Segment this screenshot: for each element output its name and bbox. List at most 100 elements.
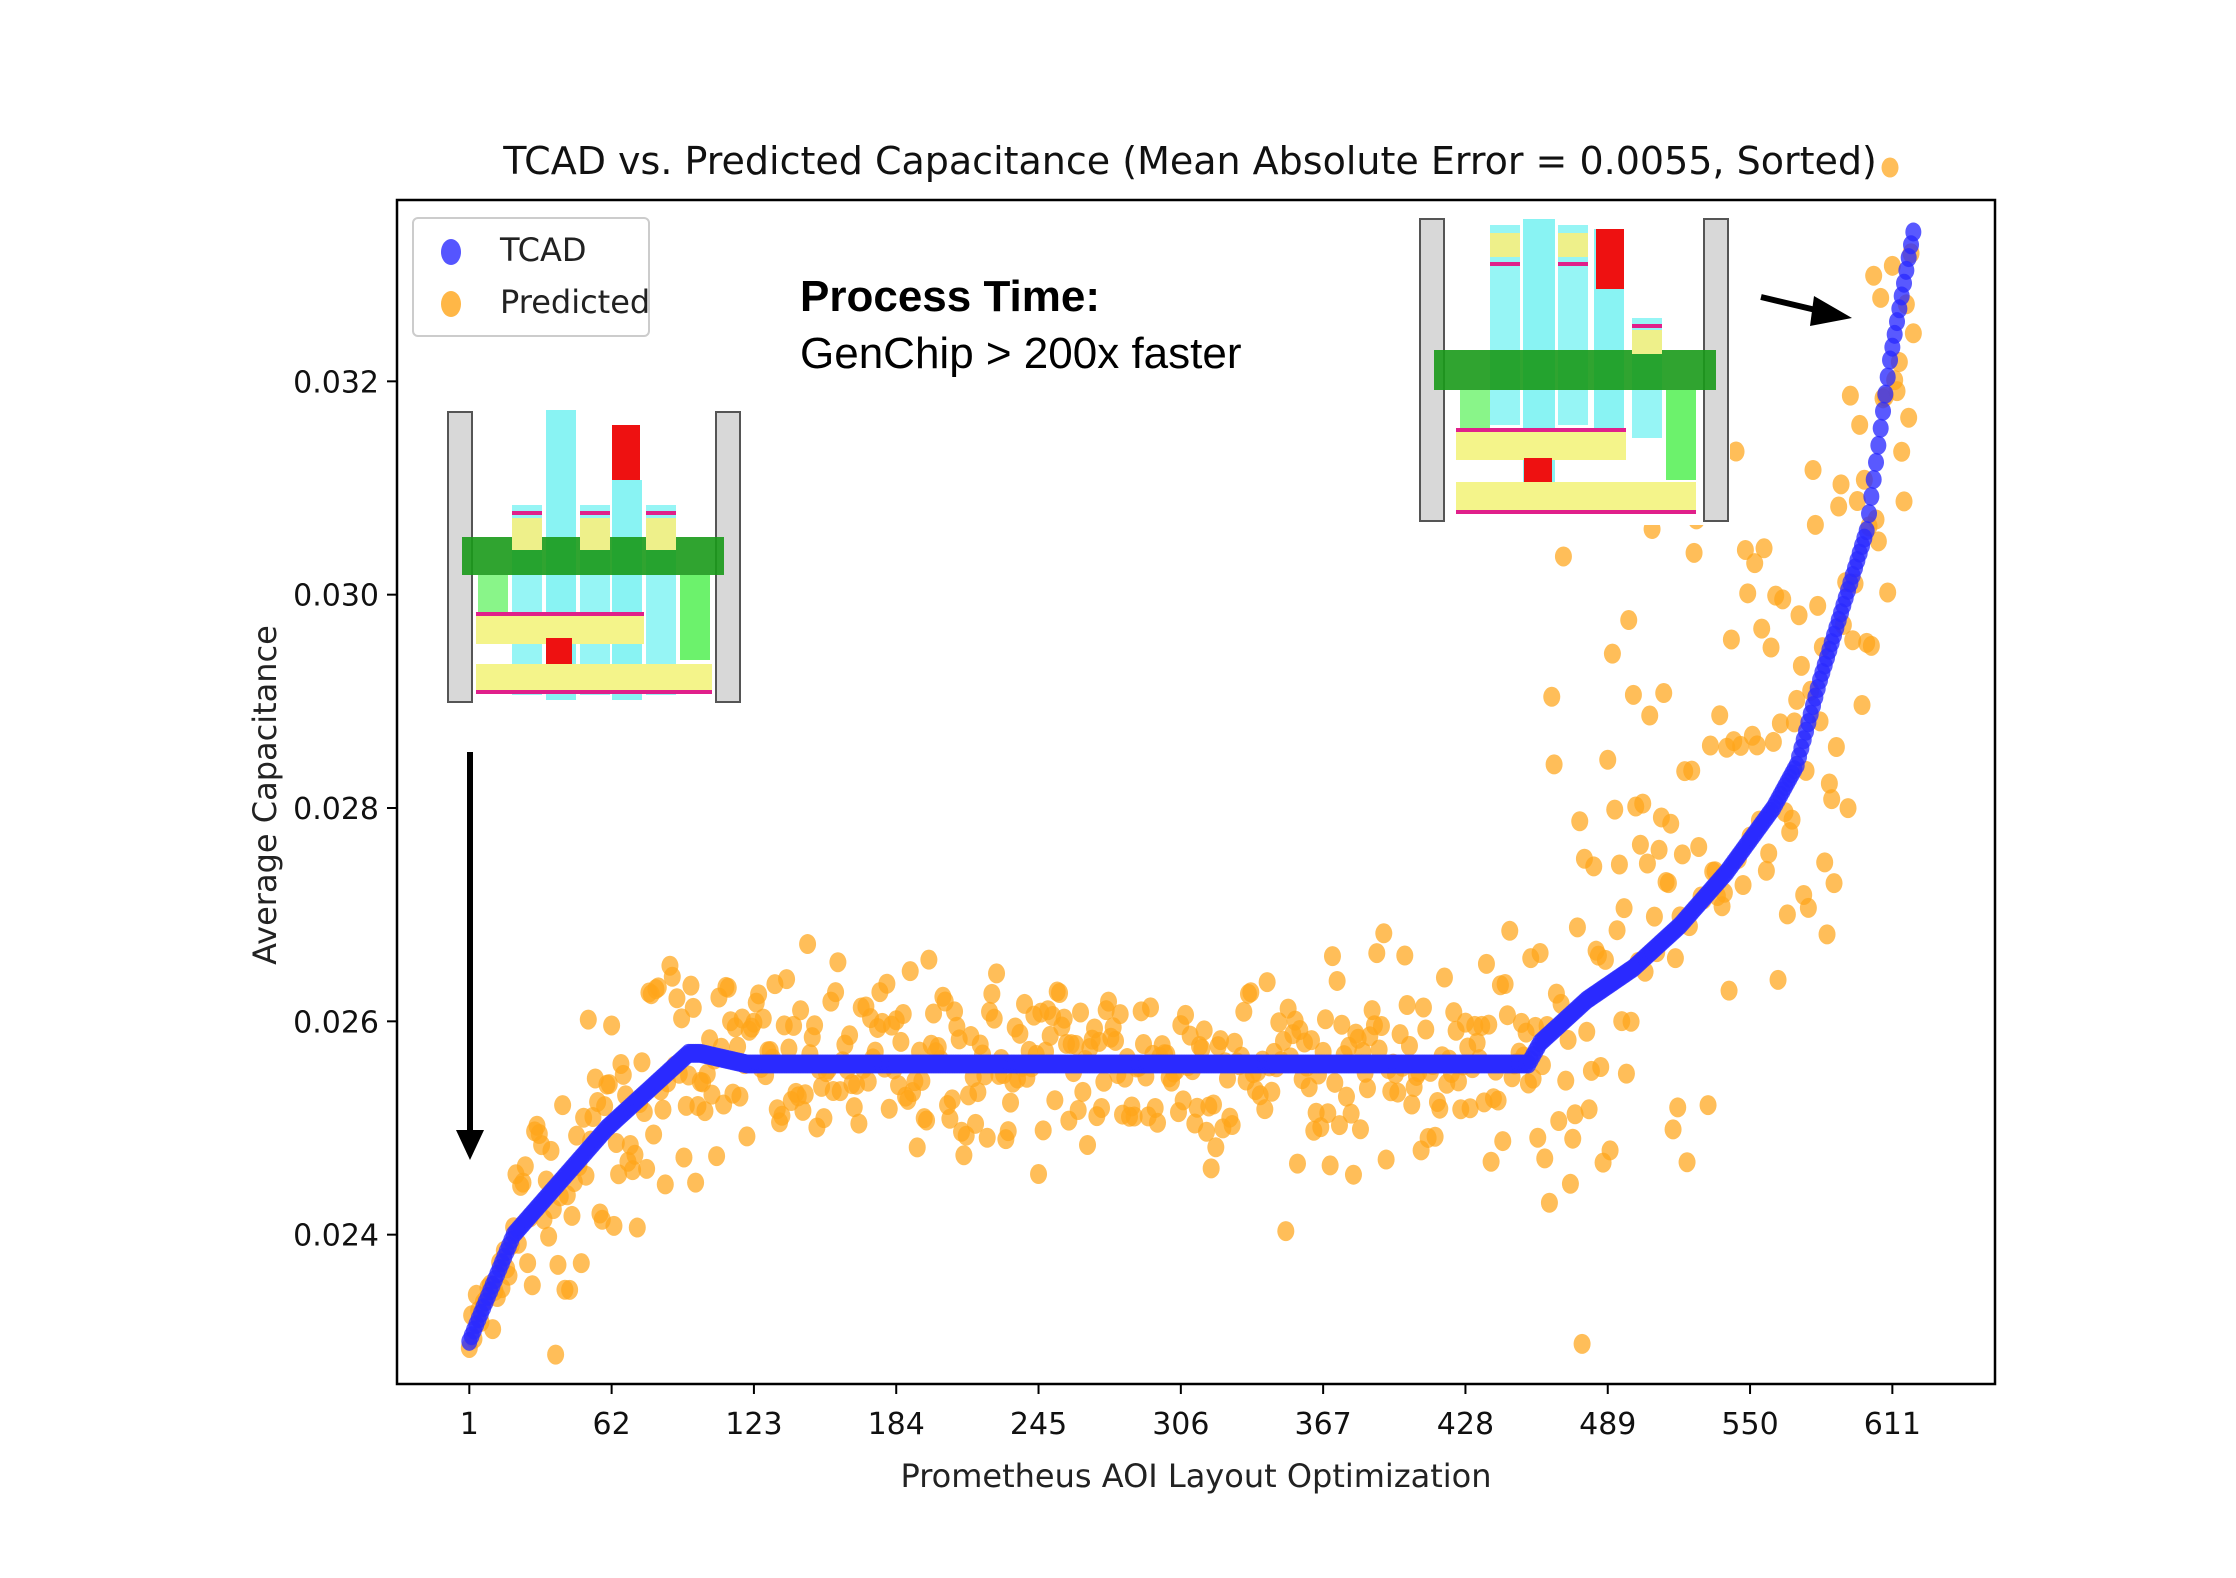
predicted-point bbox=[1193, 1038, 1211, 1059]
predicted-point bbox=[1328, 970, 1346, 991]
predicted-point bbox=[1480, 1014, 1498, 1035]
predicted-point bbox=[967, 1113, 985, 1134]
legend-box bbox=[412, 217, 650, 337]
predicted-point bbox=[1319, 1103, 1337, 1124]
predicted-point bbox=[1620, 610, 1638, 631]
predicted-point bbox=[1496, 974, 1514, 995]
predicted-point bbox=[1557, 1070, 1575, 1091]
tcad-point bbox=[1879, 367, 1896, 387]
predicted-point bbox=[1561, 1173, 1579, 1194]
predicted-point bbox=[1764, 731, 1782, 752]
predicted-point bbox=[1739, 583, 1757, 604]
predicted-point bbox=[1445, 1002, 1463, 1023]
predicted-point bbox=[1302, 1030, 1320, 1051]
predicted-point bbox=[1034, 1120, 1052, 1141]
predicted-point bbox=[1624, 684, 1642, 705]
predicted-point bbox=[1615, 898, 1633, 919]
predicted-point bbox=[1218, 1068, 1236, 1089]
predicted-point bbox=[978, 1127, 996, 1148]
predicted-point bbox=[792, 1000, 810, 1021]
x-tick-label: 367 bbox=[1295, 1407, 1352, 1442]
predicted-point bbox=[1554, 546, 1572, 567]
predicted-point bbox=[1204, 1094, 1222, 1115]
predicted-point bbox=[1002, 1092, 1020, 1113]
predicted-point bbox=[1074, 1081, 1092, 1102]
predicted-point bbox=[1125, 1106, 1143, 1127]
predicted-point bbox=[859, 1071, 877, 1092]
predicted-point bbox=[579, 1009, 597, 1030]
legend-label-tcad: TCAD bbox=[499, 231, 587, 269]
y-tick-label: 0.024 bbox=[293, 1219, 379, 1254]
layout-inset-left bbox=[447, 410, 741, 706]
predicted-point bbox=[1540, 1192, 1558, 1213]
predicted-point bbox=[1093, 1097, 1111, 1118]
y-axis-label: Average Capacitance bbox=[246, 625, 284, 965]
predicted-point bbox=[880, 1098, 898, 1119]
y-tick-label: 0.028 bbox=[293, 792, 379, 827]
predicted-point bbox=[1757, 860, 1775, 881]
predicted-point bbox=[1403, 1094, 1421, 1115]
predicted-point bbox=[1641, 705, 1659, 726]
arrow-right-icon bbox=[1760, 294, 1852, 326]
predicted-point bbox=[1839, 798, 1857, 819]
predicted-point bbox=[523, 1275, 541, 1296]
predicted-point bbox=[1414, 997, 1432, 1018]
predicted-point bbox=[1872, 287, 1890, 308]
predicted-point bbox=[1785, 712, 1803, 733]
predicted-point bbox=[1111, 1004, 1129, 1025]
predicted-point bbox=[785, 1015, 803, 1036]
predicted-point bbox=[614, 1064, 632, 1085]
predicted-point bbox=[1072, 1002, 1090, 1023]
predicted-point bbox=[563, 1205, 581, 1226]
predicted-point bbox=[1489, 1090, 1507, 1111]
predicted-point bbox=[568, 1125, 586, 1146]
predicted-point bbox=[892, 1031, 910, 1052]
predicted-point bbox=[1545, 754, 1563, 775]
predicted-point bbox=[1321, 1155, 1339, 1176]
plot-area-frame bbox=[395, 198, 1997, 1386]
predicted-point bbox=[603, 1015, 621, 1036]
chart-title: TCAD vs. Predicted Capacitance (Mean Abs… bbox=[502, 139, 1877, 183]
predicted-point bbox=[908, 1137, 926, 1158]
y-tick-label: 0.026 bbox=[293, 1005, 379, 1040]
predicted-point bbox=[675, 1147, 693, 1168]
predicted-point bbox=[1149, 1112, 1167, 1133]
predicted-point bbox=[600, 1074, 618, 1095]
predicted-point bbox=[1079, 1134, 1097, 1155]
arrow-down-icon bbox=[456, 752, 484, 1160]
predicted-point bbox=[628, 1217, 646, 1238]
predicted-point bbox=[1827, 737, 1845, 758]
predicted-point bbox=[1326, 1072, 1344, 1093]
predicted-point bbox=[719, 977, 737, 998]
predicted-point bbox=[1711, 705, 1729, 726]
predicted-point bbox=[913, 1070, 931, 1091]
predicted-point bbox=[684, 997, 702, 1018]
predicted-point bbox=[1351, 1119, 1369, 1140]
predicted-point bbox=[1536, 1148, 1554, 1169]
tcad-point bbox=[1877, 384, 1894, 404]
predicted-point bbox=[1426, 1126, 1444, 1147]
predicted-point bbox=[1069, 1099, 1087, 1120]
predicted-point bbox=[1449, 1071, 1467, 1092]
predicted-point bbox=[1400, 1035, 1418, 1056]
predicted-point bbox=[988, 963, 1006, 984]
predicted-point bbox=[780, 1038, 798, 1059]
legend-label-predicted: Predicted bbox=[500, 283, 650, 321]
predicted-point bbox=[1477, 953, 1495, 974]
predicted-point bbox=[1893, 441, 1911, 462]
predicted-point bbox=[1809, 595, 1827, 616]
predicted-point bbox=[796, 1084, 814, 1105]
predicted-point bbox=[1823, 789, 1841, 810]
predicted-point bbox=[1580, 1099, 1598, 1120]
predicted-point bbox=[1659, 873, 1677, 894]
predicted-point bbox=[1585, 856, 1603, 877]
predicted-point bbox=[778, 969, 796, 990]
layout-inset-right bbox=[1418, 217, 1730, 525]
predicted-point bbox=[1095, 1071, 1113, 1092]
predicted-point bbox=[1389, 1082, 1407, 1103]
predicted-point bbox=[1223, 1115, 1241, 1136]
predicted-point bbox=[1771, 713, 1789, 734]
predicted-point bbox=[1202, 1158, 1220, 1179]
tcad-point bbox=[1868, 452, 1885, 472]
